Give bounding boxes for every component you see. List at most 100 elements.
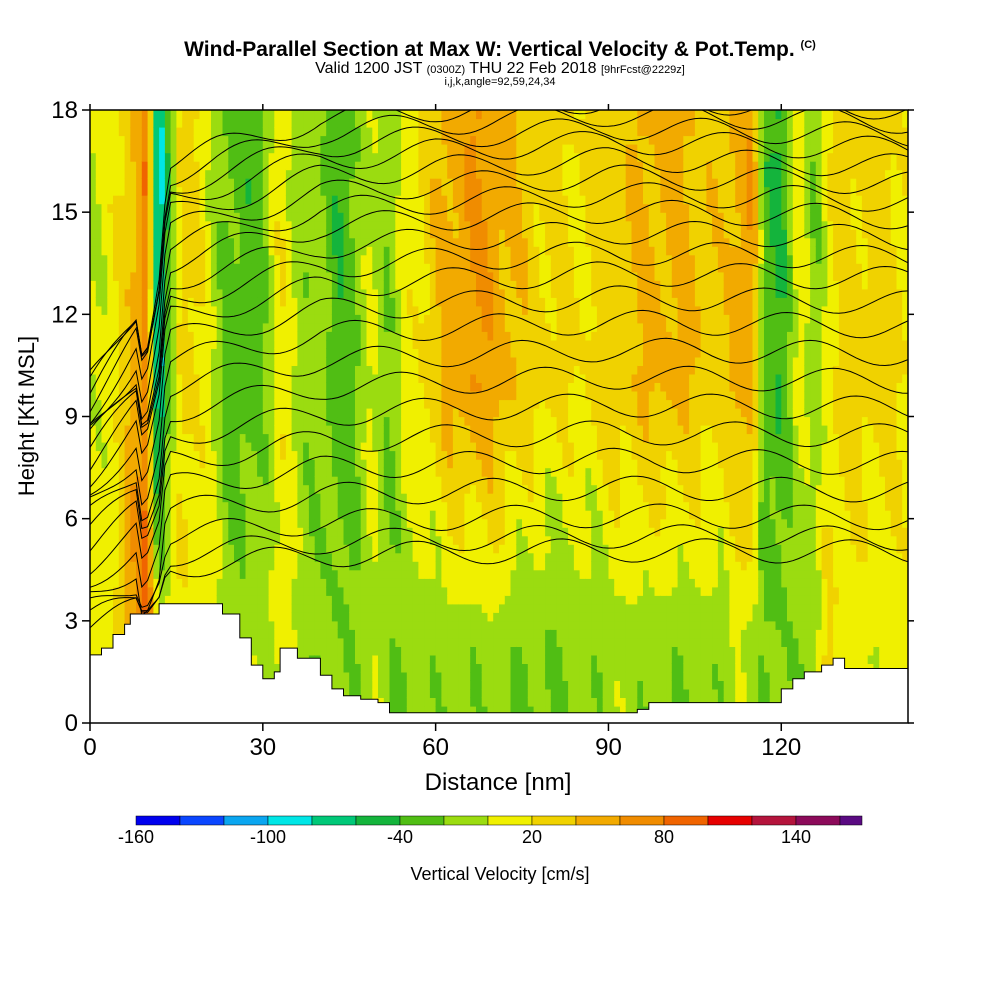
velocity-cell (429, 178, 437, 188)
velocity-cell (303, 527, 310, 537)
velocity-cell (101, 578, 108, 588)
velocity-cell (412, 544, 419, 554)
velocity-cell (187, 552, 195, 562)
velocity-cell (355, 646, 362, 656)
velocity-cell (274, 288, 281, 298)
velocity-cell (176, 254, 183, 264)
velocity-cell (337, 203, 345, 213)
velocity-cell (182, 373, 189, 383)
velocity-cell (280, 467, 287, 477)
velocity-cell (424, 620, 431, 630)
velocity-cell (303, 561, 310, 571)
velocity-cell (476, 629, 483, 639)
velocity-cell (331, 203, 339, 213)
velocity-cell (101, 535, 108, 545)
velocity-cell (464, 501, 471, 511)
velocity-cell (320, 433, 327, 443)
velocity-cell (314, 552, 322, 562)
velocity-cell (222, 586, 229, 596)
velocity-cell (187, 314, 195, 324)
velocity-cell (176, 144, 183, 154)
velocity-cell (95, 382, 103, 392)
velocity-cell (378, 152, 385, 162)
velocity-cell (90, 144, 97, 154)
velocity-cell (113, 365, 120, 375)
velocity-cell (470, 186, 477, 196)
velocity-cell (337, 416, 345, 426)
velocity-cell (326, 118, 333, 128)
velocity-cell (395, 595, 402, 605)
velocity-cell (291, 169, 298, 179)
velocity-cell (360, 527, 368, 537)
velocity-cell (147, 220, 154, 230)
velocity-cell (441, 688, 448, 698)
velocity-cell (222, 186, 229, 196)
velocity-cell (383, 297, 391, 307)
velocity-cell (101, 203, 108, 213)
velocity-cell (372, 365, 379, 375)
velocity-cell (378, 263, 385, 273)
velocity-cell (170, 476, 177, 486)
velocity-cell (481, 314, 489, 324)
velocity-cell (136, 212, 143, 222)
velocity-cell (170, 382, 177, 392)
velocity-cell (136, 195, 143, 205)
velocity-cell (153, 203, 160, 213)
velocity-cell (452, 178, 460, 188)
velocity-cell (452, 688, 460, 698)
velocity-cell (447, 135, 454, 145)
velocity-cell (429, 399, 437, 409)
velocity-cell (136, 118, 143, 128)
velocity-cell (470, 535, 477, 545)
velocity-cell (458, 280, 466, 290)
velocity-cell (355, 561, 362, 571)
velocity-cell (239, 110, 247, 120)
velocity-cell (159, 518, 166, 528)
velocity-cell (176, 152, 183, 162)
velocity-cell (314, 348, 322, 358)
velocity-cell (268, 280, 275, 290)
velocity-cell (285, 118, 293, 128)
velocity-cell (389, 322, 396, 332)
velocity-cell (366, 646, 373, 656)
velocity-cell (447, 433, 454, 443)
velocity-cell (441, 501, 448, 511)
velocity-cell (124, 314, 131, 324)
velocity-cell (412, 339, 419, 349)
velocity-cell (90, 110, 97, 120)
velocity-cell (447, 246, 454, 256)
velocity-cell (176, 459, 183, 469)
velocity-cell (366, 561, 373, 571)
velocity-cell (464, 348, 471, 358)
velocity-cell (395, 382, 402, 392)
velocity-cell (193, 493, 201, 503)
velocity-cell (234, 501, 241, 511)
velocity-cell (308, 356, 316, 366)
velocity-cell (113, 254, 120, 264)
velocity-cell (113, 195, 120, 205)
velocity-cell (401, 501, 408, 511)
velocity-cell (147, 484, 154, 494)
velocity-cell (331, 459, 339, 469)
velocity-cell (464, 356, 471, 366)
velocity-cell (476, 603, 483, 613)
velocity-cell (234, 569, 241, 579)
velocity-cell (429, 271, 437, 281)
velocity-cell (476, 271, 483, 281)
velocity-cell (291, 382, 298, 392)
velocity-cell (251, 552, 258, 562)
velocity-cell (406, 637, 414, 647)
velocity-cell (303, 391, 310, 401)
velocity-cell (205, 416, 212, 426)
velocity-cell (251, 501, 258, 511)
velocity-cell (262, 595, 270, 605)
velocity-cell (199, 356, 206, 366)
velocity-cell (153, 237, 160, 247)
velocity-cell (424, 595, 431, 605)
velocity-cell (285, 178, 293, 188)
velocity-cell (228, 254, 235, 264)
velocity-cell (280, 280, 287, 290)
velocity-cell (199, 322, 206, 332)
velocity-cell (441, 535, 448, 545)
velocity-cell (326, 603, 333, 613)
